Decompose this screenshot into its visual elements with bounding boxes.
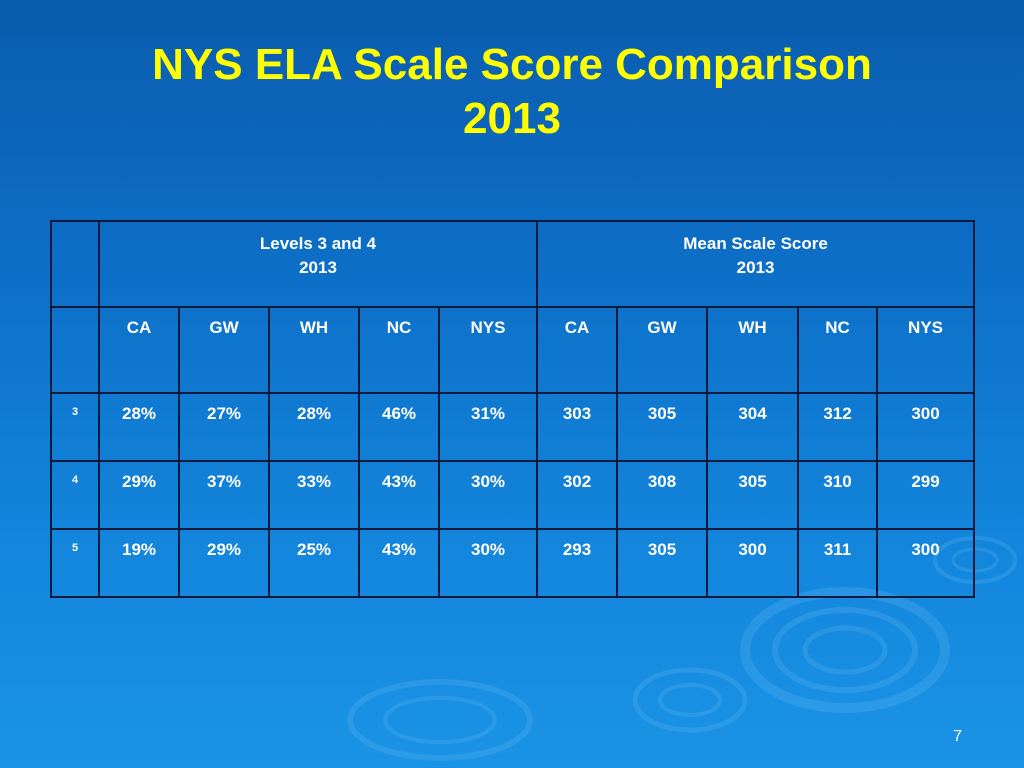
column-header: NC	[358, 306, 440, 394]
table-cell: 300	[876, 392, 976, 462]
table-cell: 304	[706, 392, 800, 462]
group-label: Levels 3 and 4	[259, 234, 377, 253]
table-cell: 300	[876, 528, 976, 598]
table-cell: 33%	[268, 460, 360, 530]
table-cell: 46%	[358, 392, 440, 462]
table-cell: 28%	[268, 392, 360, 462]
table-cell: 299	[876, 460, 976, 530]
group-header-row: Levels 3 and 4 2013 Mean Scale Score 201…	[50, 220, 976, 308]
column-header: NYS	[876, 306, 976, 394]
column-header: GW	[616, 306, 709, 394]
corner-cell	[50, 306, 100, 394]
slide-title: NYS ELA Scale Score Comparison 2013	[0, 38, 1024, 146]
group-year: 2013	[736, 258, 775, 277]
table-cell: 43%	[358, 460, 440, 530]
table-cell: 28%	[98, 392, 180, 462]
group-label: Mean Scale Score	[683, 234, 828, 253]
grade-cell: 3	[50, 392, 100, 462]
column-header: GW	[178, 306, 270, 394]
grade-cell: 4	[50, 460, 100, 530]
score-comparison-table: Levels 3 and 4 2013 Mean Scale Score 201…	[50, 220, 976, 598]
table-cell: 30%	[437, 460, 539, 530]
table-row: 5 19% 29% 25% 43% 30% 293 305 300 311 30…	[50, 528, 976, 598]
page-number: 7	[953, 728, 962, 745]
column-header: WH	[268, 306, 360, 394]
table-cell: 29%	[178, 528, 270, 598]
column-header: WH	[706, 306, 800, 394]
table-cell: 305	[616, 528, 709, 598]
slide-title-line2: 2013	[463, 94, 561, 143]
table-cell: 311	[797, 528, 879, 598]
table-cell: 19%	[98, 528, 180, 598]
table-cell: 303	[536, 392, 619, 462]
table-cell: 302	[536, 460, 619, 530]
column-header: CA	[536, 306, 619, 394]
table-cell: 25%	[268, 528, 360, 598]
table-cell: 43%	[358, 528, 440, 598]
table-cell: 293	[536, 528, 619, 598]
group-header-mean: Mean Scale Score 2013	[536, 220, 976, 308]
grade-cell: 5	[50, 528, 100, 598]
table-row: 3 28% 27% 28% 46% 31% 303 305 304 312 30…	[50, 392, 976, 462]
table-row: 4 29% 37% 33% 43% 30% 302 308 305 310 29…	[50, 460, 976, 530]
table-cell: 308	[616, 460, 709, 530]
column-header: NC	[797, 306, 879, 394]
group-header-levels: Levels 3 and 4 2013	[97, 220, 539, 308]
table-cell: 27%	[178, 392, 270, 462]
table-cell: 305	[616, 392, 709, 462]
table-cell: 31%	[437, 392, 539, 462]
table-cell: 305	[706, 460, 800, 530]
corner-cell	[50, 220, 100, 308]
table-cell: 29%	[98, 460, 180, 530]
group-year: 2013	[299, 258, 337, 277]
table-cell: 30%	[437, 528, 539, 598]
table-cell: 310	[797, 460, 879, 530]
table-cell: 300	[706, 528, 800, 598]
column-header: CA	[98, 306, 180, 394]
column-header-row: CA GW WH NC NYS CA GW WH NC NYS	[50, 306, 976, 394]
column-header: NYS	[437, 306, 539, 394]
table-cell: 312	[797, 392, 879, 462]
slide-title-line1: NYS ELA Scale Score Comparison	[152, 40, 872, 89]
table-cell: 37%	[178, 460, 270, 530]
